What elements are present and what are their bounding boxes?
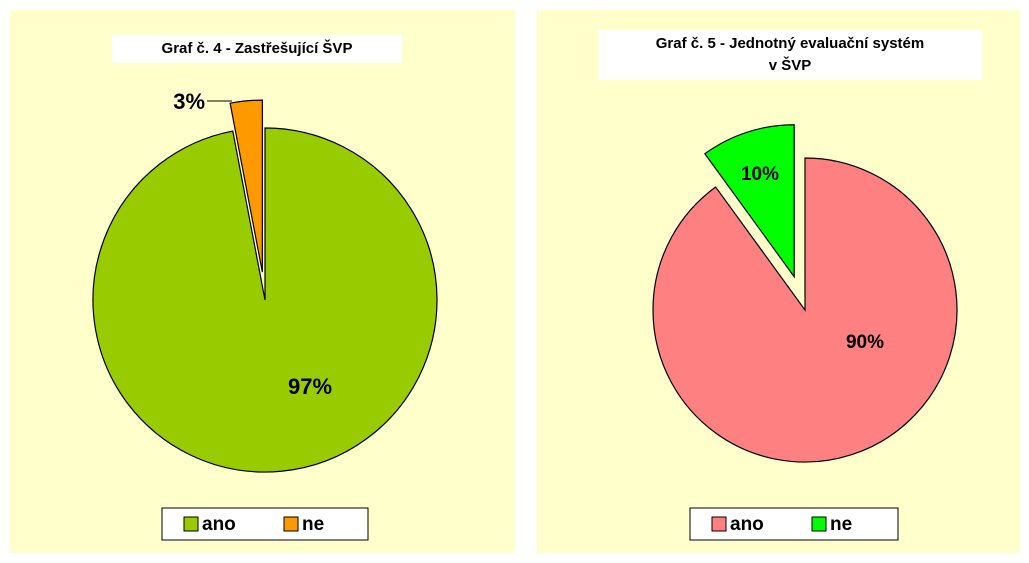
title-box [598, 30, 982, 80]
legend-swatch [283, 516, 299, 532]
legend-label: ano [202, 514, 236, 535]
legend-swatch [811, 516, 827, 532]
pie-slice [92, 127, 438, 473]
legend-label: ano [730, 514, 764, 535]
title-box [112, 35, 402, 63]
data-label: 97% [288, 374, 332, 399]
data-label: 3% [173, 89, 205, 114]
legend-label: ne [302, 514, 324, 535]
pie-slice [704, 124, 795, 279]
chart-title: Graf č. 4 - Zastřešující ŠVP [162, 39, 353, 57]
chart-title: v ŠVP [769, 56, 812, 74]
legend-swatch [711, 516, 727, 532]
chart-title: Graf č. 5 - Jednotný evaluační systém [656, 35, 924, 52]
legend-swatch [183, 516, 199, 532]
legend-label: ne [830, 514, 852, 535]
data-label: 10% [741, 164, 779, 185]
data-label: 90% [846, 332, 884, 353]
pie-slice [652, 157, 958, 463]
pie-slice [229, 99, 263, 273]
